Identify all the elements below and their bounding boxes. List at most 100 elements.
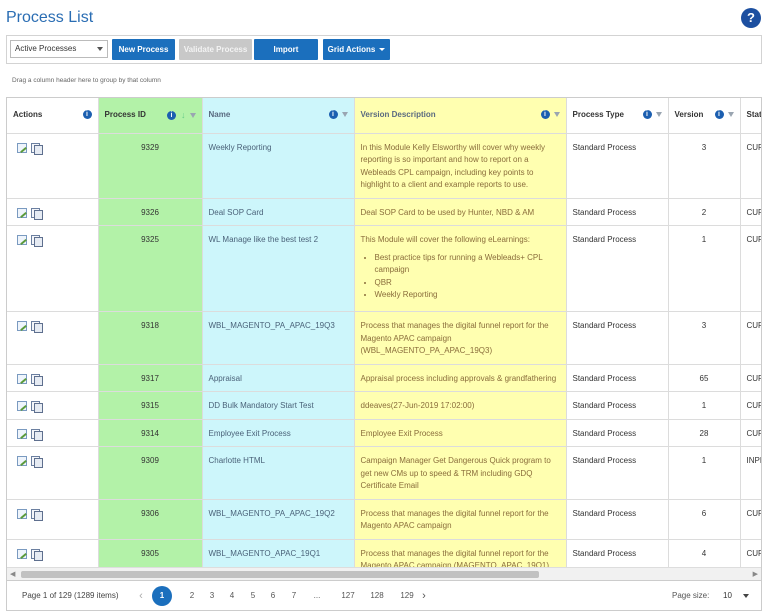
info-icon[interactable]: i [642,110,652,120]
name-cell[interactable]: WL Manage like the best test 2 [202,225,355,312]
version-cell: 6 [668,499,741,540]
table-row[interactable]: 9325 WL Manage like the best test 2 This M… [7,225,761,312]
filter-icon[interactable] [553,112,560,118]
process-filter-select[interactable]: Active Processes [10,40,108,58]
column-header-process-id[interactable]: Process ID i ↓ [98,98,203,134]
page-size-dropdown-icon[interactable] [743,594,749,598]
filter-icon[interactable] [341,112,348,118]
copy-icon[interactable] [31,235,43,247]
info-icon[interactable]: i [328,110,338,120]
new-process-button[interactable]: New Process [112,39,175,60]
info-icon[interactable]: i [714,110,724,120]
edit-icon[interactable] [17,428,27,439]
process-type-cell: Standard Process [566,446,669,500]
column-header-status-label: Statu [746,110,762,119]
column-header-name[interactable]: Name i [202,98,355,134]
page-link[interactable]: 4 [229,591,235,600]
edit-icon[interactable] [17,508,27,519]
edit-icon[interactable] [17,401,27,411]
page-ellipsis[interactable]: ... [313,591,321,600]
edit-icon[interactable] [17,548,27,559]
copy-icon[interactable] [31,401,43,413]
horizontal-scrollbar[interactable]: ◀ ▶ [7,567,761,580]
copy-icon[interactable] [31,428,43,441]
name-cell[interactable]: WBL_MAGENTO_PA_APAC_19Q3 [202,311,355,365]
table-row[interactable]: 9326 Deal SOP Card Deal SOP Card to be use… [7,198,761,226]
pager: Page 1 of 129 (1289 items) ‹ 1 2 3 4 5 6 7... 1… [6,581,762,611]
info-icon[interactable]: i [82,110,92,120]
help-icon[interactable]: ? [741,8,761,28]
name-cell[interactable]: Weekly Reporting [202,133,355,199]
copy-icon[interactable] [31,548,43,561]
scroll-left-icon[interactable]: ◀ [10,571,16,578]
toolbar: Active Processes New Process Validate Pr… [6,35,762,64]
edit-icon[interactable] [17,456,27,466]
table-row[interactable]: 9329 Weekly Reporting In this Module Kelly… [7,133,761,199]
table-row[interactable]: 9315 DD Bulk Mandatory Start Test ddeaves(… [7,391,761,420]
copy-icon[interactable] [31,456,43,468]
name-cell[interactable]: Appraisal [202,364,355,392]
edit-icon[interactable] [17,207,27,218]
edit-icon[interactable] [17,373,27,384]
name-cell[interactable]: Employee Exit Process [202,419,355,447]
column-header-process-type[interactable]: Process Type i [566,98,669,134]
validate-process-button[interactable]: Validate Process [179,39,252,60]
page-link[interactable]: 128 [370,591,384,600]
version-description-cell: In this Module Kelly Elsworthy will cove… [354,133,567,199]
page-link[interactable]: 3 [209,591,215,600]
copy-icon[interactable] [31,207,43,220]
page-link[interactable]: 5 [250,591,256,600]
copy-icon[interactable] [31,508,43,521]
table-row[interactable]: 9306 WBL_MAGENTO_PA_APAC_19Q2 Process that… [7,499,761,540]
name-cell[interactable]: Deal SOP Card [202,198,355,226]
copy-icon[interactable] [31,321,43,333]
page-link[interactable]: 129 [400,591,414,600]
status-cell: CUR [740,225,761,312]
table-row[interactable]: 9317 Appraisal Appraisal process including… [7,364,761,392]
page-link[interactable]: 2 [189,591,195,600]
copy-icon[interactable] [31,373,43,386]
filter-icon[interactable] [655,112,662,118]
page-link[interactable]: 1 [152,586,172,606]
caret-down-icon [379,48,386,52]
filter-icon[interactable] [727,112,734,118]
name-cell[interactable]: WBL_MAGENTO_PA_APAC_19Q2 [202,499,355,540]
group-panel-hint[interactable]: Drag a column header here to group by th… [12,77,161,84]
scrollbar-thumb[interactable] [21,571,539,578]
page-link[interactable]: 7 [291,591,297,600]
edit-icon[interactable] [17,321,27,331]
actions-cell [7,133,99,199]
version-description-cell: Process that manages the digital funnel … [354,499,567,540]
column-header-status[interactable]: Statu [740,98,762,134]
prev-page-icon[interactable]: ‹ [139,590,143,602]
name-cell[interactable]: Charlotte HTML [202,446,355,500]
process-type-cell: Standard Process [566,225,669,312]
sort-descending-icon[interactable]: ↓ [181,110,186,120]
name-cell[interactable]: DD Bulk Mandatory Start Test [202,391,355,420]
import-button[interactable]: Import [254,39,318,60]
info-icon[interactable]: i [167,110,176,120]
filter-icon[interactable] [189,112,196,118]
page-link[interactable]: 127 [341,591,355,600]
process-filter-value: Active Processes [15,44,77,53]
info-icon[interactable]: i [540,110,550,120]
table-row[interactable]: 9318 WBL_MAGENTO_PA_APAC_19Q3 Process that… [7,311,761,365]
column-header-version-description[interactable]: Version Description i [354,98,567,134]
table-row[interactable]: 9314 Employee Exit Process Employee Exit P… [7,419,761,447]
version-description-text: Process that manages the digital funnel … [360,548,550,571]
table-row[interactable]: 9309 Charlotte HTML Campaign Manager Get D… [7,446,761,500]
column-header-actions[interactable]: Actions i [7,98,99,134]
status-cell: INPR [740,446,761,500]
next-page-icon[interactable]: › [422,590,426,602]
version-description-text: Appraisal process including approvals & … [360,373,557,383]
page-size-value[interactable]: 10 [723,591,732,600]
edit-icon[interactable] [17,235,27,245]
page-link[interactable]: 6 [270,591,276,600]
header-row: Actions i Process ID i ↓ Name i Version D… [7,98,762,134]
column-header-version[interactable]: Version i [668,98,741,134]
copy-icon[interactable] [31,142,43,155]
scroll-right-icon[interactable]: ▶ [752,571,758,578]
grid-actions-button[interactable]: Grid Actions [323,39,390,60]
edit-icon[interactable] [17,142,27,153]
bullet-item: Weekly Reporting [375,289,560,302]
